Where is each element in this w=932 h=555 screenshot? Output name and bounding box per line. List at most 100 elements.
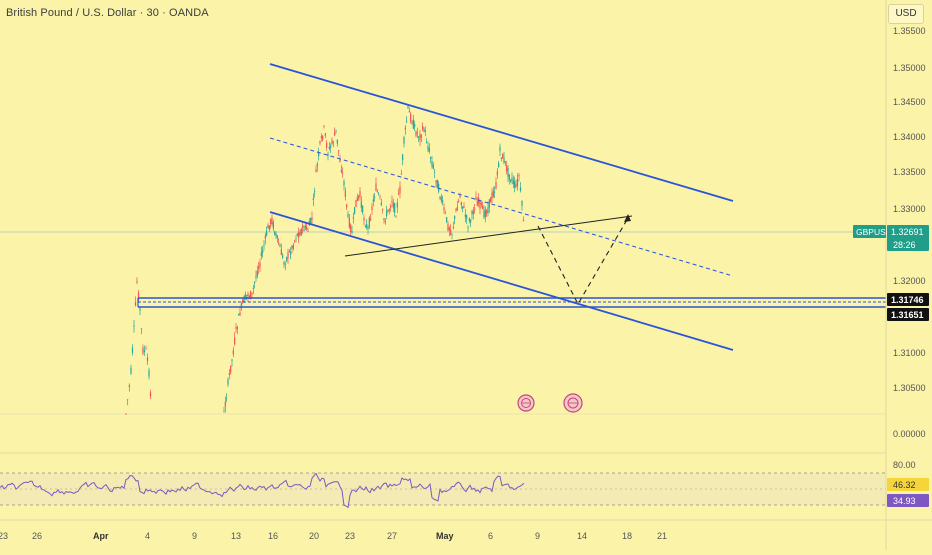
candle-body xyxy=(299,231,301,236)
candle-body xyxy=(435,180,437,183)
time-tick: 26 xyxy=(32,531,42,541)
candle-body xyxy=(440,197,442,201)
candle-body xyxy=(420,135,422,138)
projection-arrowhead xyxy=(624,214,631,222)
time-axis[interactable]: 23 26 Apr 4 9 13 16 20 23 27 May 6 9 14 … xyxy=(0,519,932,541)
event-flag-icon[interactable] xyxy=(517,394,535,412)
candle-body xyxy=(404,127,406,130)
candle-body xyxy=(430,157,432,159)
event-flag-icon[interactable] xyxy=(563,393,583,413)
candle-body xyxy=(402,154,404,161)
support-zone[interactable] xyxy=(137,297,886,308)
symbol-title[interactable]: British Pound / U.S. Dollar · 30 · OANDA xyxy=(6,7,209,19)
price-axis[interactable]: 1.35500 1.35000 1.34500 1.34000 1.33500 … xyxy=(853,0,932,550)
candle-body xyxy=(379,196,381,198)
channel-upper-line[interactable] xyxy=(269,63,734,202)
candle-body xyxy=(391,200,393,203)
candle-body xyxy=(475,197,477,201)
time-tick: 20 xyxy=(309,531,319,541)
candle-body xyxy=(254,281,256,283)
candle-body xyxy=(499,147,501,152)
candle-body xyxy=(263,245,265,247)
bar-countdown: 28:26 xyxy=(893,240,916,250)
candle-body xyxy=(503,157,505,164)
candle-body xyxy=(295,238,297,240)
candle-body xyxy=(240,303,242,308)
candle-body xyxy=(470,219,472,223)
time-tick: 13 xyxy=(231,531,241,541)
candle-body xyxy=(491,192,493,199)
candle-body xyxy=(350,224,352,232)
candle-body xyxy=(244,293,246,300)
current-price-tag: GBPUSD 1.32691 28:26 xyxy=(853,225,929,251)
candle-body xyxy=(145,348,147,350)
candle-body xyxy=(462,206,464,209)
candle-body xyxy=(351,230,353,234)
candle-body xyxy=(522,219,525,222)
candle-body xyxy=(311,217,313,220)
candle-body xyxy=(411,121,413,124)
candles-group xyxy=(125,105,525,415)
candle-body xyxy=(512,180,514,184)
candle-body xyxy=(394,203,396,213)
candle-body xyxy=(146,357,149,362)
candle-body xyxy=(483,209,485,218)
candle-body xyxy=(125,413,127,415)
projection-path[interactable] xyxy=(537,217,629,306)
candle-body xyxy=(236,326,238,330)
candle-body xyxy=(464,214,466,218)
candle-body xyxy=(320,136,322,139)
candle-body xyxy=(400,173,402,175)
channel-lower-line[interactable] xyxy=(269,211,734,351)
channel-middle-line[interactable] xyxy=(269,137,734,277)
time-tick: 16 xyxy=(268,531,278,541)
candle-body xyxy=(521,201,523,206)
candle-body xyxy=(460,202,462,206)
candle-body xyxy=(416,132,418,134)
candle-body xyxy=(476,200,478,206)
candle-body xyxy=(439,196,441,199)
candle-body xyxy=(375,183,377,191)
trend-line[interactable] xyxy=(344,215,633,257)
candle-body xyxy=(340,170,342,172)
candle-body xyxy=(274,231,276,235)
candle-body xyxy=(288,251,290,252)
candle-body xyxy=(284,263,286,265)
candle-body xyxy=(259,262,261,267)
candle-body xyxy=(266,230,268,236)
candle-body xyxy=(362,205,364,213)
candle-body xyxy=(378,193,380,195)
candle-body xyxy=(275,233,277,236)
rsi-signal-tag xyxy=(887,478,929,491)
candle-body xyxy=(382,209,384,210)
candle-body xyxy=(335,129,337,131)
level-value-lower: 1.31651 xyxy=(891,310,924,320)
candle-body xyxy=(448,227,450,231)
candle-body xyxy=(276,235,278,239)
candle-body xyxy=(318,151,320,157)
candle-body xyxy=(419,133,421,141)
time-tick: 23 xyxy=(345,531,355,541)
candle-body xyxy=(374,197,376,199)
candle-body xyxy=(310,217,312,224)
candle-body xyxy=(282,255,284,258)
candle-body xyxy=(303,229,305,232)
candle-body xyxy=(226,397,228,399)
candle-body xyxy=(267,225,269,229)
candle-body xyxy=(507,168,509,177)
candle-body xyxy=(454,215,456,219)
level-tag-upper xyxy=(887,293,929,306)
candle-body xyxy=(495,181,497,189)
currency-button[interactable]: USD xyxy=(888,4,924,24)
candle-body xyxy=(384,220,386,222)
candle-body xyxy=(242,299,244,303)
time-tick: 4 xyxy=(145,531,150,541)
candle-body xyxy=(130,367,132,374)
candle-body xyxy=(128,385,130,387)
time-tick: 6 xyxy=(488,531,493,541)
price-tick: 1.31000 xyxy=(893,348,926,358)
candle-body xyxy=(360,201,362,208)
candle-body xyxy=(508,174,510,180)
